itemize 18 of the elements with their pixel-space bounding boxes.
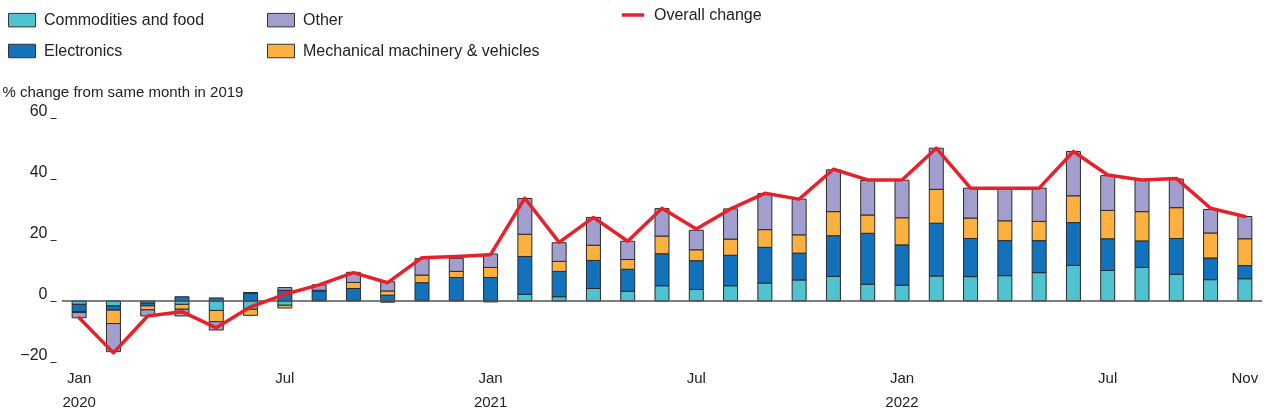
legend-label: Electronics — [44, 42, 123, 59]
legend-label: Mechanical machinery & vehicles — [303, 42, 540, 59]
legend-label: Other — [303, 11, 344, 29]
y-tick-label: 40 — [29, 162, 48, 180]
y-tick-label: 0 — [38, 284, 48, 302]
y-tick-label: 20 — [29, 223, 48, 241]
x-tick-label: Jan 2021 — [473, 368, 508, 410]
legend-label: Overall change — [654, 6, 762, 23]
x-tick-label: Nov — [1231, 368, 1259, 386]
x-tick-label: Jul — [275, 368, 295, 386]
x-tick-label: Jul — [1098, 368, 1118, 386]
x-tick-label: Jan 2022 — [885, 368, 919, 410]
y-tick-label: 60 — [29, 101, 48, 119]
y-axis-title: % change from same month in 2019 — [2, 82, 244, 100]
x-tick-label: Jan 2020 — [62, 368, 96, 410]
x-tick-label: Jul — [686, 368, 706, 386]
legend-label: Commodities and food — [44, 11, 205, 29]
y-tick-label: −20 — [20, 345, 48, 363]
